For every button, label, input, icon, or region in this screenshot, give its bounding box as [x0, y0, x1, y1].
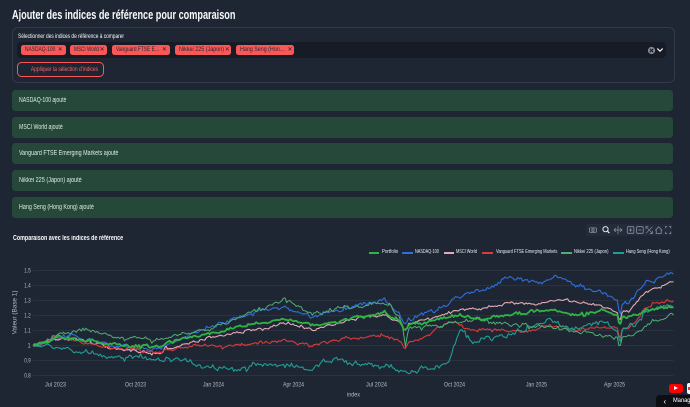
svg-text:0.8: 0.8: [24, 374, 31, 380]
svg-text:Apr 2025: Apr 2025: [604, 383, 626, 389]
svg-text:1.2: 1.2: [24, 314, 31, 320]
svg-text:Oct 2023: Oct 2023: [125, 383, 147, 389]
svg-text:1.5: 1.5: [24, 269, 31, 275]
svg-text:Jul 2023: Jul 2023: [45, 383, 67, 389]
svg-text:1.1: 1.1: [24, 329, 31, 335]
svg-text:Jan 2025: Jan 2025: [526, 383, 548, 389]
svg-text:0.9: 0.9: [24, 359, 31, 365]
svg-text:1.3: 1.3: [24, 299, 31, 305]
svg-text:Oct 2024: Oct 2024: [444, 383, 466, 389]
svg-text:Jan 2024: Jan 2024: [203, 383, 225, 389]
svg-text:Valeur (Base 1): Valeur (Base 1): [13, 291, 19, 335]
svg-text:1: 1: [28, 344, 32, 350]
svg-text:Apr 2024: Apr 2024: [283, 383, 305, 389]
svg-text:1.4: 1.4: [24, 284, 31, 290]
svg-text:index: index: [347, 393, 360, 399]
svg-text:Jul 2024: Jul 2024: [366, 383, 388, 389]
